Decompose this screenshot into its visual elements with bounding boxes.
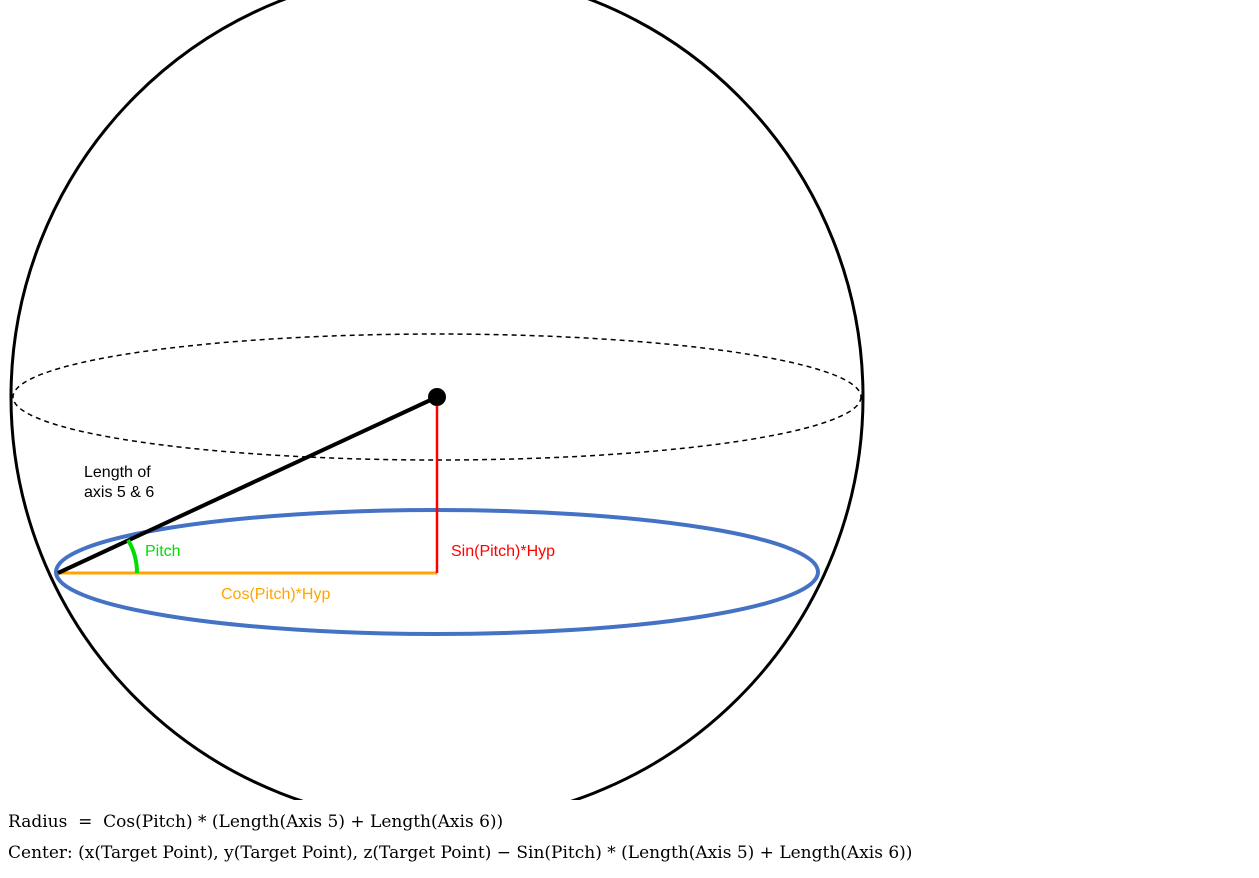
sin-label: Sin(Pitch)*Hyp: [451, 543, 555, 560]
center-formula: Center: (x(Target Point), y(Target Point…: [8, 843, 913, 863]
cos-label: Cos(Pitch)*Hyp: [221, 586, 330, 603]
sphere-diagram: Length of axis 5 & 6 Pitch Sin(Pitch)*Hy…: [9, 0, 865, 800]
hypotenuse-label-line1: Length of: [84, 464, 151, 481]
pitch-label: Pitch: [145, 543, 181, 560]
center-point: [428, 388, 446, 406]
pitch-angle-arc: [126, 538, 139, 574]
hypotenuse-label-line2: axis 5 & 6: [84, 484, 154, 501]
sphere-outline: [9, 0, 865, 800]
hypotenuse-line: [57, 395, 438, 575]
radius-formula: Radius = Cos(Pitch) * (Length(Axis 5) + …: [8, 812, 504, 832]
equator-dashed: [12, 333, 862, 461]
